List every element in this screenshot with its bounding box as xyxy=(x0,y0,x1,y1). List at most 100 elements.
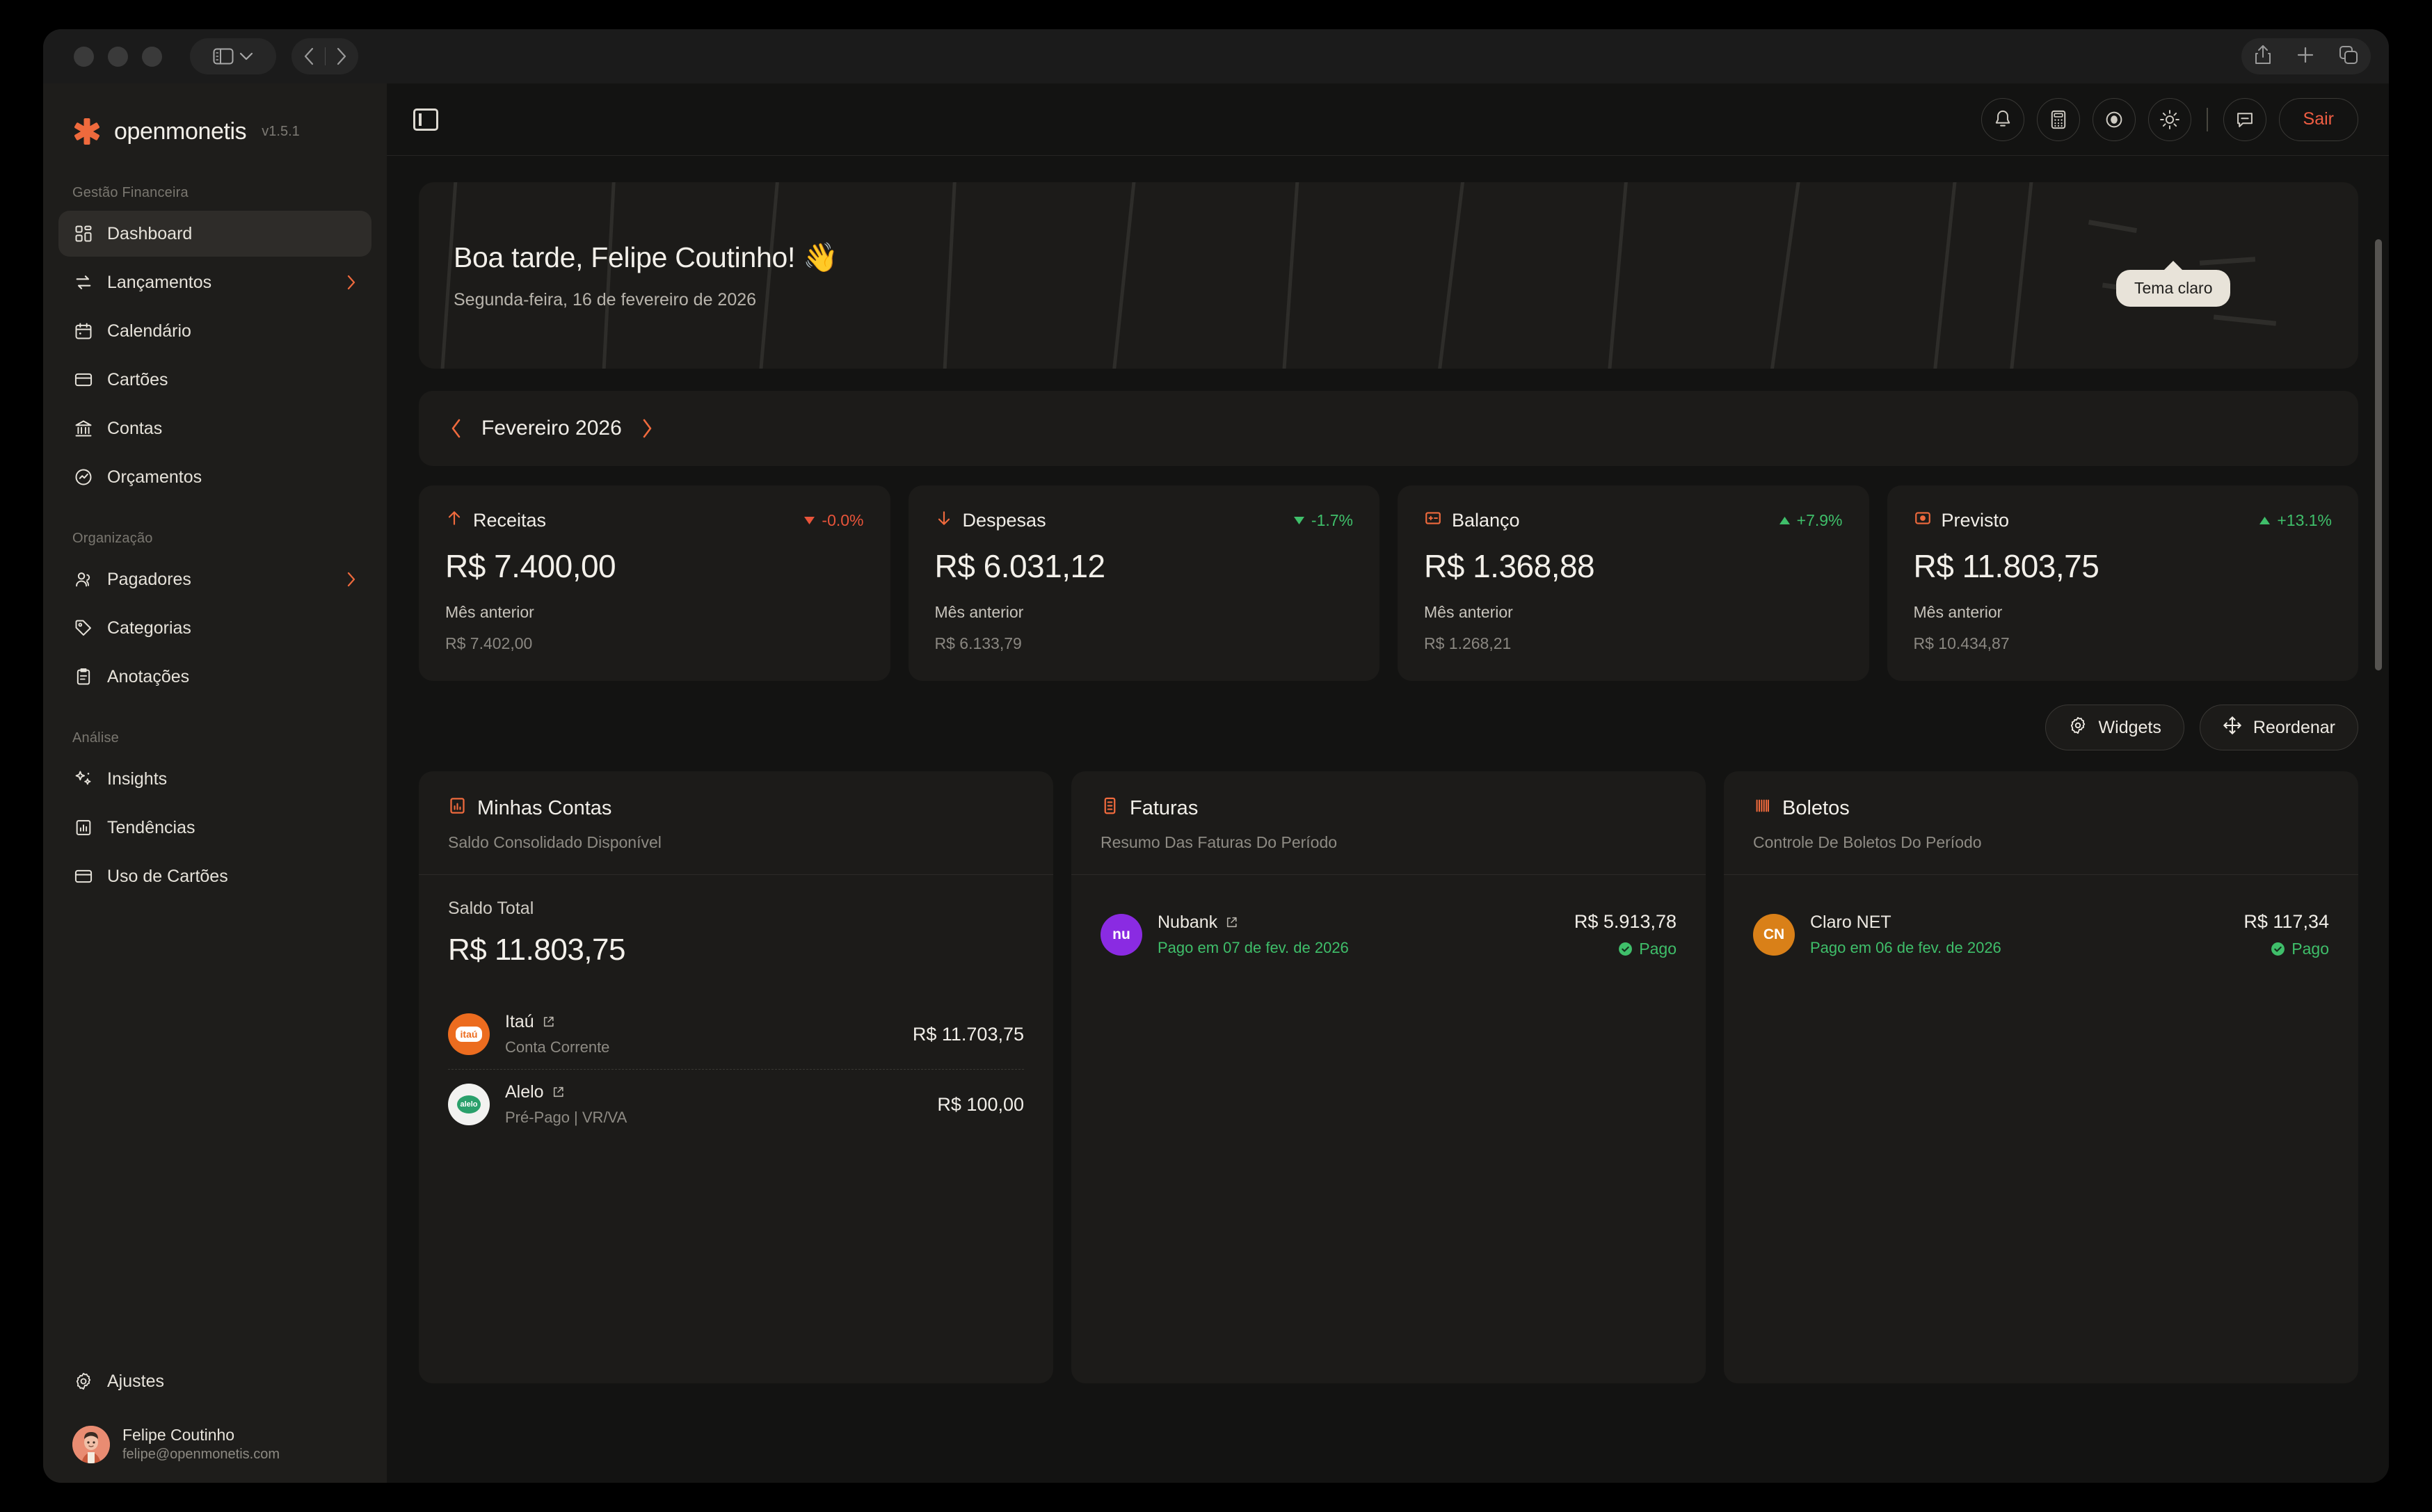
sidebar-item-tendencias[interactable]: Tendências xyxy=(58,805,371,851)
sidebar-item-anotacoes[interactable]: Anotações xyxy=(58,654,371,700)
share-button[interactable] xyxy=(2254,45,2272,69)
sidebar-item-label: Pagadores xyxy=(107,569,191,589)
prev-month-button[interactable] xyxy=(449,418,462,439)
nav-divider xyxy=(324,47,326,65)
share-icon xyxy=(2255,45,2271,64)
external-link-icon[interactable] xyxy=(552,1086,565,1099)
external-link-icon[interactable] xyxy=(542,1015,555,1029)
row-name-text: Claro NET xyxy=(1810,912,1891,932)
chevron-right-icon[interactable] xyxy=(346,572,356,587)
sidebar-item-ajustes[interactable]: Ajustes xyxy=(58,1358,371,1404)
logout-label: Sair xyxy=(2303,109,2334,129)
move-icon xyxy=(2223,716,2242,740)
widget-body: Saldo Total R$ 11.803,75 itaú Itaú Conta… xyxy=(419,875,1053,1163)
widgets-button[interactable]: Widgets xyxy=(2045,705,2184,750)
maximize-window-button[interactable] xyxy=(142,46,162,67)
stat-card-receitas[interactable]: Receitas -0.0% R$ 7.400,00 Mês anterior … xyxy=(419,485,890,681)
widget-boletos: Boletos Controle De Boletos Do Período C… xyxy=(1724,771,2358,1383)
panel-toggle-button[interactable] xyxy=(413,108,438,131)
list-item[interactable]: itaú Itaú Conta Corrente R$ 11.703,75 xyxy=(448,999,1024,1069)
card-icon-shape xyxy=(74,373,93,387)
stat-title-text: Despesas xyxy=(962,510,1046,531)
arrow-down-icon xyxy=(935,509,953,532)
stat-prev-value: R$ 10.434,87 xyxy=(1913,634,2010,652)
move-shape xyxy=(2223,716,2241,734)
card-icon xyxy=(74,867,93,886)
row-name: Nubank xyxy=(1158,912,1349,933)
stat-card-despesas[interactable]: Despesas -1.7% R$ 6.031,12 Mês anterior … xyxy=(908,485,1379,681)
stat-card-header: Receitas -0.0% xyxy=(445,509,864,532)
brand-version: v1.5.1 xyxy=(262,123,300,139)
reorder-button[interactable]: Reordenar xyxy=(2199,705,2358,750)
row-values: R$ 117,34 Pago xyxy=(2243,911,2329,958)
sidebar-item-label: Insights xyxy=(107,769,168,789)
bar-chart-box-icon xyxy=(448,796,467,821)
row-amount: R$ 117,34 xyxy=(2243,911,2329,932)
transfer-icon-shape xyxy=(76,275,91,289)
chevron-right-icon[interactable] xyxy=(346,275,356,290)
list-item[interactable]: CN Claro NET Pago em 06 de fev. de 2026 … xyxy=(1753,899,2329,971)
chevron-right-shape xyxy=(347,275,355,290)
sidebar-item-contas[interactable]: Contas xyxy=(58,405,371,451)
tabs-overview-button[interactable] xyxy=(2339,45,2358,68)
row-info: Itaú Conta Corrente xyxy=(505,1012,609,1056)
status-label: Pago xyxy=(1639,940,1677,958)
scrollbar[interactable] xyxy=(2375,239,2382,1483)
widget-title: Faturas xyxy=(1101,796,1677,821)
back-button[interactable] xyxy=(293,40,325,72)
stat-card-previsto[interactable]: Previsto +13.1% R$ 11.803,75 Mês anterio… xyxy=(1887,485,2358,681)
logout-button[interactable]: Sair xyxy=(2278,97,2358,141)
sidebar-item-orcamentos[interactable]: Orçamentos xyxy=(58,454,371,500)
chevron-left-icon xyxy=(304,47,313,65)
visibility-button[interactable] xyxy=(2092,97,2136,141)
minimize-window-button[interactable] xyxy=(108,46,128,67)
sidebar-item-label: Dashboard xyxy=(107,223,193,243)
chevron-right-shape xyxy=(347,572,355,587)
saldo-value: R$ 11.803,75 xyxy=(448,933,625,967)
stat-card-balanco[interactable]: Balanço +7.9% R$ 1.368,88 Mês anterior R… xyxy=(1398,485,1869,681)
sidebar-item-categorias[interactable]: Categorias xyxy=(58,605,371,651)
sidebar-item-lancamentos[interactable]: Lançamentos xyxy=(58,259,371,305)
forward-button[interactable] xyxy=(326,40,358,72)
bar-chart-icon xyxy=(74,818,93,837)
notifications-button[interactable] xyxy=(1981,97,2024,141)
bar-chart-box-shape xyxy=(450,798,465,814)
widget-title: Boletos xyxy=(1753,796,2329,821)
row-name: Alelo xyxy=(505,1082,627,1102)
sidebar-item-dashboard[interactable]: Dashboard xyxy=(58,211,371,257)
stat-title-text: Balanço xyxy=(1452,510,1520,531)
sidebar-item-cartoes[interactable]: Cartões xyxy=(58,357,371,403)
list-item[interactable]: alelo Alelo Pré-Pago | VR/VA R$ 100,00 xyxy=(448,1069,1024,1139)
stat-title-text: Previsto xyxy=(1941,510,2010,531)
external-link-icon[interactable] xyxy=(1225,916,1238,929)
bank-logo: itaú xyxy=(448,1013,490,1055)
sidebar-item-uso-de-cartoes[interactable]: Uso de Cartões xyxy=(58,853,371,899)
feedback-button[interactable] xyxy=(2223,97,2266,141)
user-profile[interactable]: Felipe Coutinho felipe@openmonetis.com xyxy=(58,1407,371,1463)
row-subtitle: Pago em 07 de fev. de 2026 xyxy=(1158,939,1349,956)
sidebar-item-label: Categorias xyxy=(107,618,191,638)
external-link-shape xyxy=(1227,917,1237,928)
close-window-button[interactable] xyxy=(74,46,94,67)
new-tab-button[interactable] xyxy=(2296,46,2314,67)
clipboard-icon xyxy=(74,667,93,686)
sidebar-item-pagadores[interactable]: Pagadores xyxy=(58,556,371,602)
theme-toggle-button[interactable] xyxy=(2147,97,2191,141)
user-email: felipe@openmonetis.com xyxy=(122,1447,280,1462)
sidebar-item-label: Orçamentos xyxy=(107,467,202,487)
arrow-down-shape xyxy=(938,511,950,525)
row-name: Itaú xyxy=(505,1012,609,1032)
plus-minus-box-icon xyxy=(1424,509,1442,532)
sidebar-item-insights[interactable]: Insights xyxy=(58,756,371,802)
plus-icon xyxy=(2297,47,2314,63)
widget-header: Minhas Contas Saldo Consolidado Disponív… xyxy=(419,771,1053,875)
list-item[interactable]: nu Nubank Pago em 07 de fev. de 2026 R$ … xyxy=(1101,899,1677,971)
calculator-button[interactable] xyxy=(2036,97,2080,141)
widget-faturas: Faturas Resumo Das Faturas Do Período nu… xyxy=(1071,771,1706,1383)
sidebar-item-calendario[interactable]: Calendário xyxy=(58,308,371,354)
stat-prev-label: Mês anterior xyxy=(934,603,1024,621)
next-month-button[interactable] xyxy=(641,418,654,439)
row-amount: R$ 100,00 xyxy=(937,1093,1024,1115)
browser-sidebar-toggle[interactable] xyxy=(190,38,276,74)
scrollbar-thumb[interactable] xyxy=(2375,239,2382,670)
